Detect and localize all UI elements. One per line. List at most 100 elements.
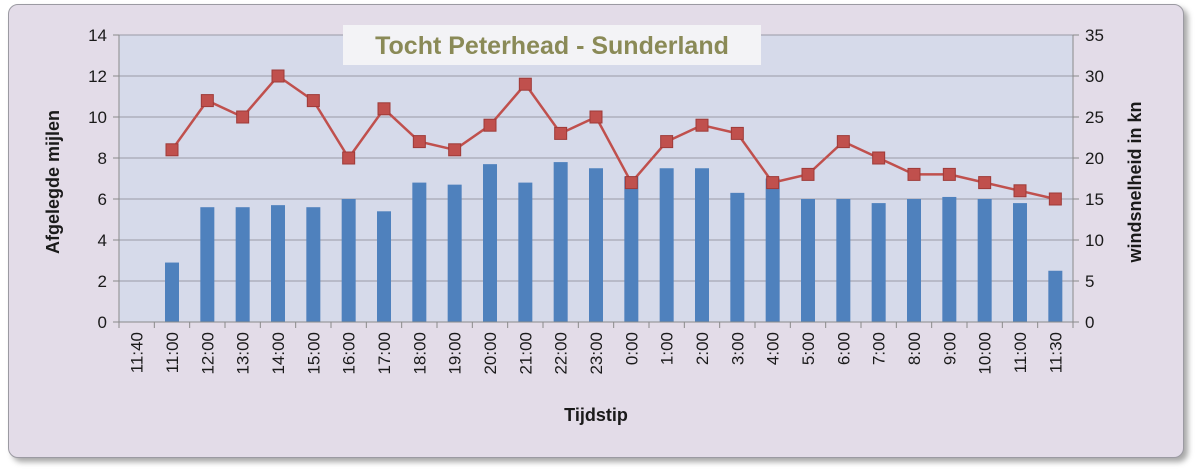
bar	[553, 162, 568, 322]
x-tick-label: 1:00	[658, 332, 677, 365]
bar	[412, 182, 427, 322]
x-tick-label: 15:00	[304, 332, 323, 375]
bar	[765, 178, 780, 322]
x-axis-title: Tijdstip	[564, 405, 628, 425]
y-left-tick-label: 8	[98, 149, 107, 168]
y-left-tick-label: 12	[88, 67, 107, 86]
chart-frame: 11:40 11:00 12:00 13:00 14:00 15:00 16:00 17:00…	[8, 4, 1184, 458]
x-tick-label: 18:00	[410, 332, 429, 375]
y-left-tick-label: 2	[98, 272, 107, 291]
chart-svg: 11:40 11:00 12:00 13:00 14:00 15:00 16:00 17:00…	[43, 25, 1145, 425]
x-tick-label: 16:00	[340, 332, 359, 375]
bar	[1048, 270, 1063, 322]
axes	[113, 34, 1079, 328]
x-tick-label: 11:00	[1011, 332, 1030, 373]
line-point	[518, 77, 532, 91]
y-right-tick-label: 15	[1085, 190, 1104, 209]
title-box	[343, 25, 761, 65]
line-point	[483, 118, 497, 132]
line-point	[872, 151, 886, 165]
line-point	[271, 69, 285, 83]
x-tick-labels: 11:40 11:00 12:00 13:00 14:00 15:00 16:00 17:00…	[128, 332, 1066, 375]
bar	[483, 164, 497, 322]
x-tick-label: 14:00	[269, 332, 288, 375]
x-tick-label: 4:00	[764, 332, 783, 365]
line-point	[836, 135, 850, 149]
line-point	[907, 167, 921, 181]
line-point	[306, 94, 320, 108]
line-point	[165, 143, 179, 157]
line-point	[342, 151, 356, 165]
chart-title: Tocht Peterhead - Sunderland	[375, 32, 729, 60]
bar	[589, 168, 603, 322]
y-right-tick-label: 30	[1085, 67, 1104, 86]
line-point	[978, 176, 992, 190]
y-right-tick-label: 20	[1085, 149, 1104, 168]
bar	[659, 168, 674, 322]
line-point	[236, 110, 250, 124]
x-tick-label: 8:00	[905, 332, 924, 365]
x-tick-label: 0:00	[622, 332, 641, 365]
bar	[942, 196, 957, 322]
y-left-tick-label: 14	[88, 26, 107, 45]
bar	[165, 262, 179, 322]
y-left-tick-label: 4	[98, 231, 107, 250]
bar	[271, 205, 285, 322]
x-tick-label: 11:40	[128, 332, 147, 373]
y-left-axis-title: Afgelegde mijlen	[43, 110, 63, 254]
y-right-tick-label: 10	[1085, 231, 1104, 250]
y-left-tick-label: 6	[98, 190, 107, 209]
bar	[447, 184, 462, 322]
bar	[695, 168, 709, 322]
line-point	[412, 135, 426, 149]
line-point	[730, 126, 744, 140]
line-point	[448, 143, 462, 157]
x-tick-label: 21:00	[516, 332, 535, 375]
y-right-tick-label: 35	[1085, 26, 1104, 45]
line-point	[1013, 184, 1027, 198]
bar	[341, 199, 356, 322]
bar	[235, 207, 250, 322]
line-point	[377, 102, 391, 116]
x-tick-label: 11:30	[1046, 332, 1065, 373]
line-point	[695, 118, 709, 132]
line-point	[200, 94, 214, 108]
y-left-tick-label: 10	[88, 108, 107, 127]
y-left-tick-labels: 0 2 4 6 8 10 12 14	[88, 26, 107, 332]
line-point	[1048, 192, 1062, 206]
line-point	[801, 167, 815, 181]
line-point	[589, 110, 603, 124]
bar	[907, 199, 921, 322]
x-tick-label: 11:00	[163, 332, 182, 373]
bar-series	[165, 162, 1063, 322]
line-point	[766, 176, 780, 190]
bar	[377, 211, 391, 322]
line-point	[660, 135, 674, 149]
x-tick-label: 20:00	[481, 332, 500, 375]
x-tick-label: 6:00	[834, 332, 853, 365]
y-right-tick-label: 25	[1085, 108, 1104, 127]
x-tick-label: 19:00	[446, 332, 465, 375]
x-tick-label: 23:00	[587, 332, 606, 375]
y-right-tick-label: 0	[1085, 313, 1094, 332]
bar	[730, 192, 745, 322]
line-point	[554, 126, 568, 140]
x-tick-label: 7:00	[870, 332, 889, 365]
line-series	[165, 69, 1062, 206]
x-tick-label: 10:00	[976, 332, 995, 375]
bar	[306, 207, 321, 322]
bar	[977, 199, 992, 322]
bar	[624, 176, 639, 322]
x-tick-label: 13:00	[234, 332, 253, 375]
bar	[801, 199, 815, 322]
bar	[518, 182, 533, 322]
line-point	[624, 176, 638, 190]
y-right-tick-label: 5	[1085, 272, 1094, 291]
bar	[200, 207, 215, 322]
x-tick-label: 2:00	[693, 332, 712, 365]
x-tick-label: 12:00	[198, 332, 217, 375]
y-right-axis-title: windsnelheid in kn	[1125, 101, 1145, 263]
y-left-tick-label: 0	[98, 313, 107, 332]
x-tick-label: 22:00	[552, 332, 571, 375]
bar	[871, 203, 886, 322]
